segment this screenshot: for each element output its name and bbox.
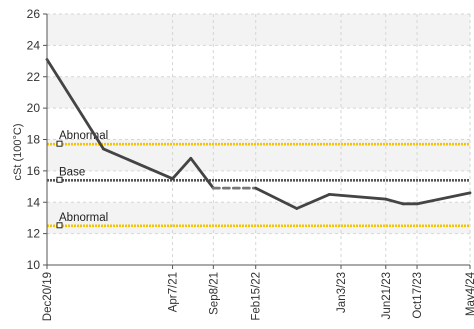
y-tick-labels: 10 12 14 16 18 20 22 24 26 <box>27 7 41 272</box>
x-tick-label: Apr7/21 <box>168 272 180 312</box>
series-segment <box>254 186 299 210</box>
y-tick-label: 14 <box>27 195 41 209</box>
y-tick-label: 10 <box>27 258 41 272</box>
series-segment <box>102 147 174 181</box>
reference-label: Base <box>59 166 85 178</box>
series-segment <box>384 197 405 206</box>
axes <box>43 13 471 269</box>
plot-band <box>47 108 470 140</box>
plot-band <box>47 14 470 46</box>
series-line <box>45 58 472 210</box>
series-segment <box>415 191 472 206</box>
reference-lines: Abnormal Base Abnormal <box>47 130 470 229</box>
series-segment <box>327 193 388 201</box>
plot-band <box>47 170 470 203</box>
y-tick-label: 12 <box>27 227 41 241</box>
x-tick-label: Sep8/21 <box>208 272 220 315</box>
plot-band <box>47 202 470 234</box>
y-axis-label: cSt (100°C) <box>12 124 24 181</box>
y-tick-label: 22 <box>27 70 41 84</box>
series-segment <box>45 58 105 151</box>
reference-label: Abnormal <box>59 130 108 142</box>
series-segment <box>171 156 193 181</box>
reference-label: Abnormal <box>59 212 108 224</box>
plot-band <box>47 76 470 109</box>
x-tick-label: May4/24 <box>465 271 474 316</box>
x-tick-label: Jun21/23 <box>381 272 393 319</box>
x-tick-label: Feb15/22 <box>251 272 263 321</box>
x-tick-labels: Dec20/19 Apr7/21 Sep8/21 Feb15/22 Jan3/23 Jun… <box>42 271 474 321</box>
y-tick-label: 20 <box>27 101 41 115</box>
series-segment <box>189 156 215 190</box>
y-tick-label: 24 <box>27 38 41 52</box>
reference-marker <box>56 140 63 147</box>
x-tick-label: Oct17/23 <box>412 272 424 319</box>
reference-marker <box>56 176 63 183</box>
y-tick-label: 16 <box>27 164 41 178</box>
plot-band <box>47 233 470 265</box>
x-tick-label: Dec20/19 <box>42 272 54 321</box>
y-tick-label: 26 <box>27 7 41 21</box>
y-tick-label: 18 <box>27 133 41 147</box>
reference-marker <box>56 222 63 229</box>
plot-band <box>47 45 470 77</box>
x-tick-label: Jan3/23 <box>336 272 348 313</box>
series-segment <box>295 193 331 210</box>
